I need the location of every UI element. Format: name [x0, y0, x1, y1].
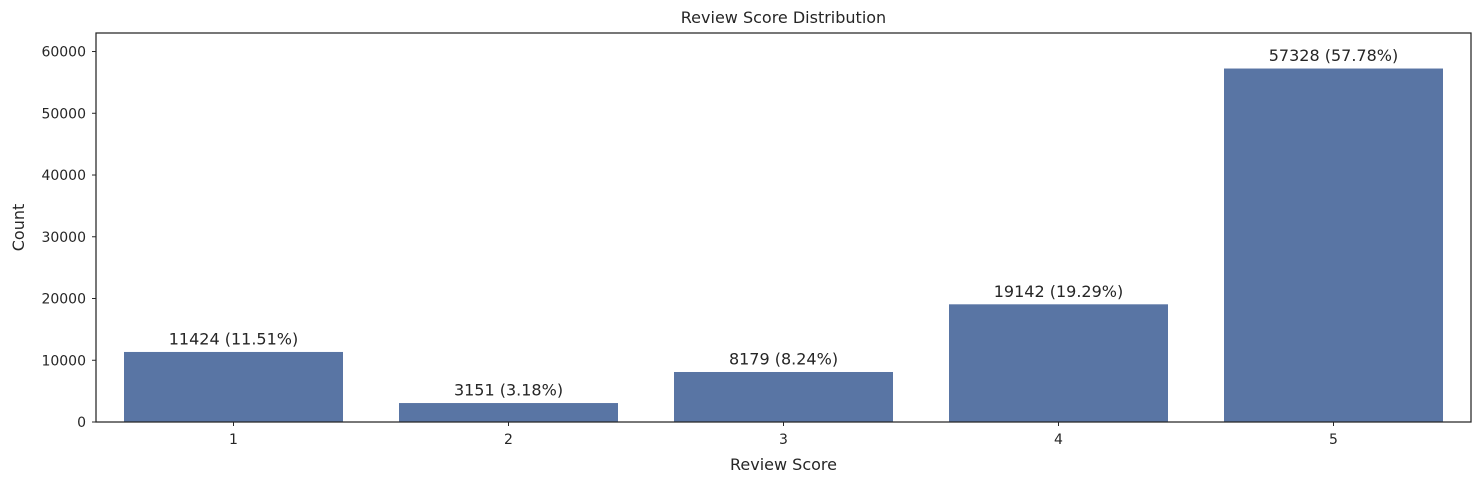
- y-tick-label: 0: [77, 415, 86, 431]
- chart-title: Review Score Distribution: [681, 8, 886, 27]
- y-tick-label: 40000: [41, 168, 86, 184]
- bar-label-score-4: 19142 (19.29%): [994, 282, 1123, 301]
- bar-score-3: [673, 370, 894, 423]
- bar-score-1: [123, 350, 344, 423]
- bar-label-score-1: 11424 (11.51%): [169, 329, 298, 348]
- y-tick-label: 20000: [41, 292, 86, 308]
- bar-labels-group: 11424 (11.51%) 3151 (3.18%) 8179 (8.24%) 19…: [169, 46, 1398, 400]
- bars-group: [123, 67, 1444, 423]
- bar-score-2: [398, 402, 619, 423]
- x-tick-label: 5: [1329, 432, 1338, 448]
- y-tick-label: 30000: [41, 230, 86, 246]
- x-tick-label: 4: [1054, 432, 1063, 448]
- x-tick-label: 3: [779, 432, 788, 448]
- bar-label-score-3: 8179 (8.24%): [729, 349, 838, 368]
- bar-label-score-2: 3151 (3.18%): [454, 381, 563, 400]
- y-axis-label: Count: [9, 204, 28, 252]
- x-axis-label: Review Score: [730, 455, 837, 474]
- bar-label-score-5: 57328 (57.78%): [1269, 46, 1398, 65]
- y-tick-label: 60000: [41, 45, 86, 61]
- y-tick-label: 10000: [41, 353, 86, 369]
- x-axis-ticks: 1 2 3 4 5: [229, 422, 1338, 448]
- bar-score-5: [1223, 67, 1444, 423]
- y-tick-label: 50000: [41, 106, 86, 122]
- plot-frame: [95, 32, 1472, 423]
- x-tick-label: 2: [504, 432, 513, 448]
- x-tick-label: 1: [229, 432, 238, 448]
- y-axis-ticks: 0 10000 20000 30000 40000 50000 60000: [41, 45, 96, 431]
- bar-score-4: [948, 303, 1169, 423]
